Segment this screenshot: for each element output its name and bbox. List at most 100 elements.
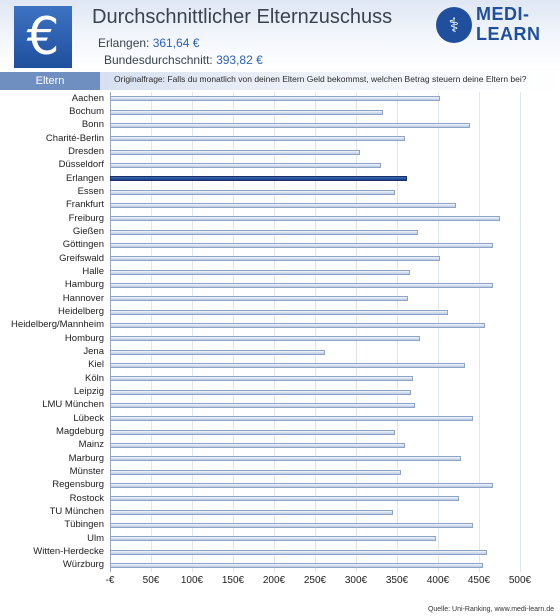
bar bbox=[110, 362, 466, 368]
category-label: Köln bbox=[84, 372, 104, 384]
category-label: Lübeck bbox=[73, 412, 104, 424]
original-question: Originalfrage: Falls du monatlich von de… bbox=[114, 74, 527, 84]
gridline bbox=[520, 92, 521, 572]
bar bbox=[110, 229, 418, 235]
category-label: Marburg bbox=[68, 452, 104, 464]
bar bbox=[110, 242, 493, 248]
bar-highlight bbox=[110, 176, 407, 182]
category-label: Witten-Herdecke bbox=[33, 546, 104, 557]
category-label: Hamburg bbox=[64, 279, 104, 291]
category-label: Regensburg bbox=[52, 479, 104, 491]
category-label: Essen bbox=[77, 186, 104, 197]
chart-plot-area bbox=[110, 92, 521, 572]
bar bbox=[110, 442, 406, 448]
bar bbox=[110, 96, 441, 102]
x-tick-label: 400€ bbox=[426, 575, 450, 586]
category-label: Aachen bbox=[71, 92, 104, 104]
y-axis-line bbox=[110, 92, 111, 572]
bar bbox=[110, 496, 460, 502]
category-label: Charité-Berlin bbox=[45, 132, 104, 144]
bar bbox=[110, 296, 409, 302]
category-label: LMU München bbox=[42, 399, 104, 411]
category-label: Homburg bbox=[64, 332, 104, 344]
bar bbox=[110, 322, 485, 328]
gridline bbox=[479, 92, 480, 572]
gridline bbox=[397, 92, 398, 572]
category-label: Greifswald bbox=[59, 252, 104, 264]
bar bbox=[110, 522, 474, 528]
category-label: Tübingen bbox=[64, 519, 104, 531]
category-label: Freiburg bbox=[68, 212, 104, 224]
gridline bbox=[151, 92, 152, 572]
x-tick-label: -€ bbox=[105, 575, 115, 586]
bar bbox=[110, 136, 406, 142]
category-label: Halle bbox=[82, 266, 104, 277]
x-tick-label: 50€ bbox=[142, 575, 160, 586]
x-tick-label: 500€ bbox=[508, 575, 532, 586]
bar bbox=[110, 109, 384, 115]
bar bbox=[110, 202, 457, 208]
bar bbox=[110, 416, 474, 422]
category-label: Erlangen bbox=[65, 172, 104, 184]
euro-icon: € bbox=[14, 6, 72, 68]
category-label: Rostock bbox=[69, 492, 104, 504]
section-band bbox=[0, 72, 560, 90]
bar bbox=[110, 509, 393, 515]
x-tick-label: 450€ bbox=[467, 575, 491, 586]
subtitle-average: Bundesdurchschnitt: 393,82 € bbox=[104, 53, 263, 67]
category-label: TU München bbox=[49, 506, 104, 517]
category-label: Leipzig bbox=[73, 386, 104, 397]
bar bbox=[110, 349, 325, 355]
bar bbox=[110, 536, 436, 542]
x-tick-label: 150€ bbox=[221, 575, 245, 586]
gridline bbox=[192, 92, 193, 572]
bar bbox=[110, 162, 381, 168]
category-label: Münster bbox=[69, 466, 104, 477]
category-label: Heidelberg bbox=[58, 306, 104, 317]
caduceus-icon: ⚕ bbox=[436, 7, 472, 43]
category-label: Magdeburg bbox=[55, 426, 104, 437]
bar bbox=[110, 336, 420, 342]
bar bbox=[110, 429, 396, 435]
category-label: Mainz bbox=[78, 439, 104, 451]
gridline bbox=[356, 92, 357, 572]
bar bbox=[110, 216, 501, 222]
x-tick-label: 100€ bbox=[180, 575, 204, 586]
subtitle-erlangen: Erlangen: 361,64 € bbox=[98, 36, 199, 50]
logo-text-line1: MEDI- bbox=[476, 4, 530, 24]
gridline bbox=[438, 92, 439, 572]
gridline bbox=[274, 92, 275, 572]
section-label: Eltern bbox=[0, 72, 100, 90]
x-tick-label: 350€ bbox=[385, 575, 409, 586]
header: € Durchschnittlicher Elternzuschuss Erla… bbox=[0, 0, 560, 72]
gridline bbox=[315, 92, 316, 572]
category-label: Heidelberg/Mannheim bbox=[11, 319, 104, 331]
category-label: Jena bbox=[83, 346, 104, 357]
bar bbox=[110, 469, 402, 475]
bar bbox=[110, 189, 396, 195]
category-label: Ulm bbox=[87, 532, 104, 544]
category-label: Frankfurt bbox=[65, 199, 104, 211]
category-label: Gießen bbox=[72, 226, 104, 237]
chart-title: Durchschnittlicher Elternzuschuss bbox=[92, 6, 393, 28]
bar bbox=[110, 282, 493, 288]
category-label: Göttingen bbox=[62, 239, 104, 251]
bar bbox=[110, 309, 448, 315]
bar bbox=[110, 389, 411, 395]
bar bbox=[110, 149, 361, 155]
subtitle-average-value: 393,82 € bbox=[216, 53, 263, 67]
bar bbox=[110, 456, 461, 462]
bar bbox=[110, 122, 470, 128]
subtitle-erlangen-label: Erlangen: bbox=[98, 36, 153, 50]
bar bbox=[110, 376, 414, 382]
bar bbox=[110, 269, 411, 275]
category-label: Bochum bbox=[69, 106, 104, 117]
bar bbox=[110, 549, 488, 555]
category-label: Hannover bbox=[62, 292, 104, 304]
medi-learn-logo: ⚕ MEDI- LEARN bbox=[436, 4, 554, 50]
category-label: Kiel bbox=[88, 359, 104, 371]
category-label: Würzburg bbox=[62, 559, 104, 571]
category-label: Düsseldorf bbox=[58, 159, 104, 171]
bar bbox=[110, 482, 493, 488]
subtitle-average-label: Bundesdurchschnitt: bbox=[104, 53, 217, 67]
